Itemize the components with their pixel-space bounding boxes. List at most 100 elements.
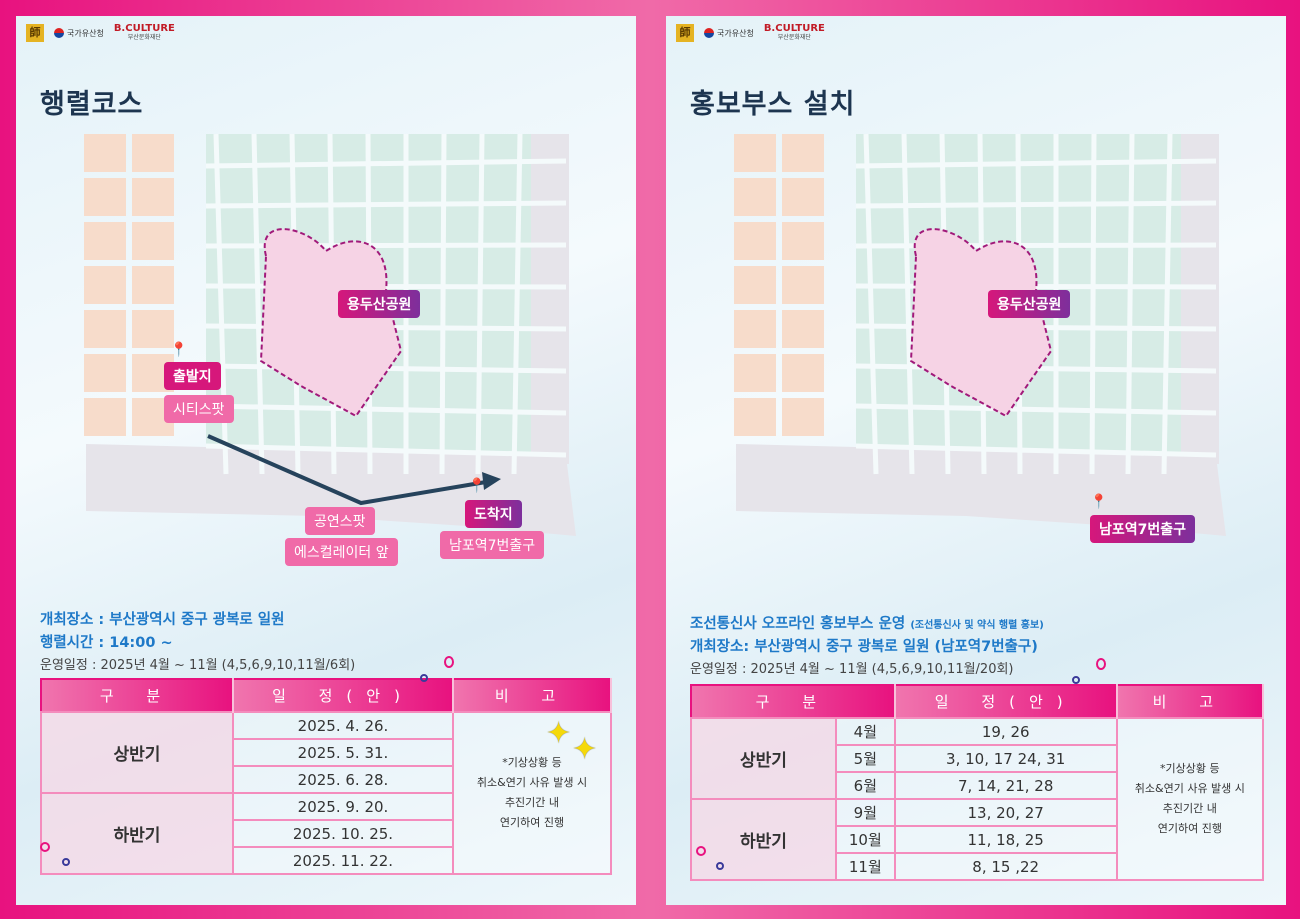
map-block [782, 178, 824, 216]
schedule-text: 운영일정 : 2025년 4월 ~ 11월 (4,5,6,9,10,11월/20… [690, 662, 1014, 677]
month-cell: 11월 [835, 852, 896, 881]
header-category: 구 분 [41, 679, 234, 712]
start-label: 출발지 [164, 362, 221, 390]
header-note: 비 고 [453, 679, 612, 712]
sparkle-icon: ✦ [572, 732, 598, 767]
venue-text: 개최장소: 부산광역시 중구 광복로 일원 (남포역7번출구) [690, 639, 1038, 655]
booth-map [734, 133, 1226, 536]
days-cell: 7, 14, 21, 28 [893, 771, 1118, 800]
park-label: 용두산공원 [988, 290, 1071, 318]
bubble-decoration [444, 656, 454, 668]
map-street [901, 133, 915, 475]
note-cell: *기상상황 등 취소&연기 사유 발생 시 추진기간 내 연기하여 진행 [452, 711, 612, 875]
end-label: 도착지 [465, 500, 522, 528]
header-schedule: 일 정(안) [233, 679, 454, 712]
map-block [84, 310, 126, 348]
map-block [782, 310, 824, 348]
header-note: 비 고 [1116, 685, 1265, 718]
busan-foundation-logo: B.CULTURE 부산문화재단 [763, 23, 825, 42]
map-block [782, 222, 824, 260]
map-block [734, 222, 776, 260]
end-place-label: 남포역7번출구 [440, 531, 545, 559]
days-cell: 13, 20, 27 [893, 798, 1118, 827]
bubble-decoration [62, 858, 70, 866]
month-cell: 5월 [835, 744, 896, 773]
logo-bar: 師 국가유산청 B.CULTURE 부산문화재단 [676, 24, 825, 42]
park-label: 용두산공원 [338, 290, 421, 318]
map-block [84, 222, 126, 260]
map-block [84, 178, 126, 216]
busan-foundation-logo: B.CULTURE 부산문화재단 [113, 23, 175, 42]
map-street [855, 200, 1217, 209]
map-block [734, 266, 776, 304]
map-street [205, 403, 567, 416]
booth-pin-icon: 📍 [1090, 494, 1108, 510]
map-block [132, 134, 174, 172]
map-street [855, 242, 1217, 249]
parade-course-panel: 師 국가유산청 B.CULTURE 부산문화재단 행렬코스 용두산공원 📍 출발지… [16, 16, 636, 905]
bubble-decoration [696, 846, 706, 856]
date-cell: 2025. 9. 20. [232, 792, 454, 821]
map-street [205, 158, 567, 169]
month-cell: 6월 [835, 771, 896, 800]
map-block [1181, 134, 1219, 464]
map-block [782, 398, 824, 436]
note-cell: *기상상황 등 취소&연기 사유 발생 시 추진기간 내 연기하여 진행 [1115, 717, 1265, 881]
arrowhead-icon [482, 472, 501, 490]
map-block [734, 310, 776, 348]
schedule-text: 운영일정 : 2025년 4월 ~ 11월 (4,5,6,9,10,11월/6회… [40, 658, 356, 673]
map-block [736, 444, 1226, 536]
bubble-decoration [716, 862, 724, 870]
second-half-label: 하반기 [40, 792, 234, 875]
sparkle-icon: ✦ [546, 716, 572, 751]
map-block [132, 178, 174, 216]
map-street [251, 133, 265, 475]
time-text: 행렬시간 : 14:00 ~ [40, 635, 173, 651]
bubble-decoration [420, 674, 428, 682]
first-half-label: 상반기 [690, 717, 837, 800]
map-block [84, 398, 126, 436]
parade-route-arrow [207, 434, 487, 506]
bubble-decoration [1096, 658, 1106, 670]
map-block [84, 266, 126, 304]
map-street [863, 133, 879, 475]
bubble-decoration [1072, 676, 1080, 684]
map-block [132, 266, 174, 304]
second-half-label: 하반기 [690, 798, 837, 881]
map-block [782, 266, 824, 304]
heritage-agency-logo: 국가유산청 [54, 28, 104, 39]
start-place-label: 시티스팟 [164, 395, 234, 423]
bubble-decoration [40, 842, 50, 852]
emblem-logo: 師 [676, 24, 694, 42]
map-street [1089, 133, 1097, 475]
map-block [782, 134, 824, 172]
days-cell: 19, 26 [893, 717, 1118, 746]
page-title: 행렬코스 [40, 89, 144, 120]
days-cell: 3, 10, 17 24, 31 [893, 744, 1118, 773]
emblem-logo: 師 [26, 24, 44, 42]
logo-bar: 師 국가유산청 B.CULTURE 부산문화재단 [26, 24, 175, 42]
date-cell: 2025. 10. 25. [232, 819, 454, 848]
booth-location-label: 남포역7번출구 [1090, 515, 1196, 543]
first-half-label: 상반기 [40, 711, 234, 794]
date-cell: 2025. 11. 22. [232, 846, 454, 875]
map-street [511, 133, 523, 475]
promo-booth-panel: 師 국가유산청 B.CULTURE 부산문화재단 홍보부스 설치 용두산공원 📍 … [666, 16, 1286, 905]
header-category: 구 분 [691, 685, 896, 718]
course-map [84, 133, 576, 536]
map-street [205, 242, 567, 249]
days-cell: 11, 18, 25 [893, 825, 1118, 854]
map-block [132, 222, 174, 260]
date-cell: 2025. 5. 31. [232, 738, 454, 767]
days-cell: 8, 15 ,22 [893, 852, 1118, 881]
month-cell: 9월 [835, 798, 896, 827]
end-pin-icon: 📍 [468, 478, 486, 494]
perform-place-label: 에스컬레이터 앞 [285, 538, 398, 566]
date-cell: 2025. 4. 26. [232, 711, 454, 740]
map-block [734, 354, 776, 392]
booth-title-text: 조선통신사 오프라인 홍보부스 운영 (조선통신사 및 약식 행렬 홍보) [690, 616, 1044, 632]
map-street [855, 443, 1217, 458]
map-block [782, 354, 824, 392]
map-street [855, 158, 1217, 169]
